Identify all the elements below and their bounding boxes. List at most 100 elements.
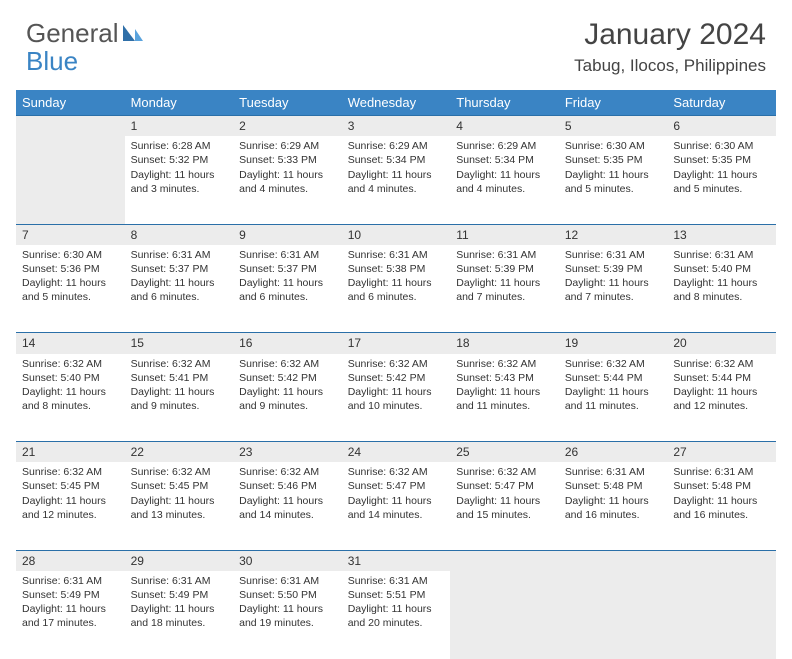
- day-cell: Sunrise: 6:30 AMSunset: 5:36 PMDaylight:…: [16, 245, 125, 333]
- sunrise-line: Sunrise: 6:31 AM: [565, 465, 662, 479]
- calendar-table: Sunday Monday Tuesday Wednesday Thursday…: [16, 90, 776, 659]
- daylight-line: Daylight: 11 hours and 4 minutes.: [456, 168, 553, 196]
- day-cell: Sunrise: 6:32 AMSunset: 5:44 PMDaylight:…: [667, 354, 776, 442]
- daylight-line: Daylight: 11 hours and 19 minutes.: [239, 602, 336, 630]
- weekday-header: Wednesday: [342, 90, 451, 116]
- day-number-cell: 23: [233, 442, 342, 463]
- daynum-row: 28293031: [16, 550, 776, 571]
- sunset-line: Sunset: 5:47 PM: [456, 479, 553, 493]
- sunset-line: Sunset: 5:40 PM: [673, 262, 770, 276]
- sunrise-line: Sunrise: 6:31 AM: [673, 248, 770, 262]
- sunrise-line: Sunrise: 6:32 AM: [22, 465, 119, 479]
- daylight-line: Daylight: 11 hours and 10 minutes.: [348, 385, 445, 413]
- sunrise-line: Sunrise: 6:31 AM: [673, 465, 770, 479]
- sunset-line: Sunset: 5:35 PM: [565, 153, 662, 167]
- day-number-cell: 6: [667, 116, 776, 137]
- day-number-cell: 15: [125, 333, 234, 354]
- day-cell: Sunrise: 6:30 AMSunset: 5:35 PMDaylight:…: [667, 136, 776, 224]
- day-number-cell: 28: [16, 550, 125, 571]
- day-number-cell: 16: [233, 333, 342, 354]
- day-number-cell: 18: [450, 333, 559, 354]
- day-cell: Sunrise: 6:32 AMSunset: 5:47 PMDaylight:…: [342, 462, 451, 550]
- day-cell: Sunrise: 6:31 AMSunset: 5:37 PMDaylight:…: [233, 245, 342, 333]
- sunset-line: Sunset: 5:45 PM: [131, 479, 228, 493]
- day-cell: Sunrise: 6:31 AMSunset: 5:48 PMDaylight:…: [559, 462, 668, 550]
- day-cell: Sunrise: 6:32 AMSunset: 5:45 PMDaylight:…: [16, 462, 125, 550]
- sunrise-line: Sunrise: 6:32 AM: [456, 357, 553, 371]
- day-number-cell: 9: [233, 224, 342, 245]
- daylight-line: Daylight: 11 hours and 6 minutes.: [131, 276, 228, 304]
- day-cell: Sunrise: 6:29 AMSunset: 5:34 PMDaylight:…: [342, 136, 451, 224]
- day-number-cell: 19: [559, 333, 668, 354]
- sunrise-line: Sunrise: 6:32 AM: [348, 465, 445, 479]
- sunrise-line: Sunrise: 6:30 AM: [673, 139, 770, 153]
- daylight-line: Daylight: 11 hours and 8 minutes.: [22, 385, 119, 413]
- day-cell: Sunrise: 6:32 AMSunset: 5:41 PMDaylight:…: [125, 354, 234, 442]
- day-cell: Sunrise: 6:31 AMSunset: 5:51 PMDaylight:…: [342, 571, 451, 659]
- sunrise-line: Sunrise: 6:29 AM: [456, 139, 553, 153]
- sunset-line: Sunset: 5:45 PM: [22, 479, 119, 493]
- daylight-line: Daylight: 11 hours and 17 minutes.: [22, 602, 119, 630]
- day-cell: Sunrise: 6:30 AMSunset: 5:35 PMDaylight:…: [559, 136, 668, 224]
- day-cell: Sunrise: 6:31 AMSunset: 5:48 PMDaylight:…: [667, 462, 776, 550]
- daylight-line: Daylight: 11 hours and 18 minutes.: [131, 602, 228, 630]
- day-number-cell: [667, 550, 776, 571]
- daynum-row: 123456: [16, 116, 776, 137]
- day-number-cell: 4: [450, 116, 559, 137]
- logo-text-1: General: [26, 18, 119, 49]
- day-number-cell: 10: [342, 224, 451, 245]
- day-cell: Sunrise: 6:31 AMSunset: 5:50 PMDaylight:…: [233, 571, 342, 659]
- location: Tabug, Ilocos, Philippines: [574, 56, 766, 76]
- sunrise-line: Sunrise: 6:31 AM: [131, 248, 228, 262]
- sunset-line: Sunset: 5:32 PM: [131, 153, 228, 167]
- day-number-cell: 14: [16, 333, 125, 354]
- daylight-line: Daylight: 11 hours and 14 minutes.: [348, 494, 445, 522]
- sunset-line: Sunset: 5:37 PM: [239, 262, 336, 276]
- day-cell: Sunrise: 6:29 AMSunset: 5:33 PMDaylight:…: [233, 136, 342, 224]
- daylight-line: Daylight: 11 hours and 13 minutes.: [131, 494, 228, 522]
- day-cell: [559, 571, 668, 659]
- daylight-line: Daylight: 11 hours and 3 minutes.: [131, 168, 228, 196]
- content-row: Sunrise: 6:32 AMSunset: 5:40 PMDaylight:…: [16, 354, 776, 442]
- sunrise-line: Sunrise: 6:31 AM: [239, 248, 336, 262]
- daylight-line: Daylight: 11 hours and 4 minutes.: [348, 168, 445, 196]
- day-number-cell: [559, 550, 668, 571]
- sunset-line: Sunset: 5:35 PM: [673, 153, 770, 167]
- day-number-cell: 3: [342, 116, 451, 137]
- day-cell: Sunrise: 6:32 AMSunset: 5:46 PMDaylight:…: [233, 462, 342, 550]
- day-cell: Sunrise: 6:32 AMSunset: 5:40 PMDaylight:…: [16, 354, 125, 442]
- sunset-line: Sunset: 5:36 PM: [22, 262, 119, 276]
- sunrise-line: Sunrise: 6:30 AM: [565, 139, 662, 153]
- sunrise-line: Sunrise: 6:32 AM: [456, 465, 553, 479]
- sunset-line: Sunset: 5:48 PM: [565, 479, 662, 493]
- day-cell: Sunrise: 6:31 AMSunset: 5:37 PMDaylight:…: [125, 245, 234, 333]
- day-number-cell: 25: [450, 442, 559, 463]
- sunrise-line: Sunrise: 6:32 AM: [673, 357, 770, 371]
- daylight-line: Daylight: 11 hours and 16 minutes.: [565, 494, 662, 522]
- weekday-header: Sunday: [16, 90, 125, 116]
- daylight-line: Daylight: 11 hours and 15 minutes.: [456, 494, 553, 522]
- daylight-line: Daylight: 11 hours and 20 minutes.: [348, 602, 445, 630]
- day-cell: Sunrise: 6:32 AMSunset: 5:45 PMDaylight:…: [125, 462, 234, 550]
- logo-sail-icon: [121, 23, 145, 45]
- sunset-line: Sunset: 5:44 PM: [565, 371, 662, 385]
- daylight-line: Daylight: 11 hours and 5 minutes.: [673, 168, 770, 196]
- day-number-cell: 8: [125, 224, 234, 245]
- day-cell: Sunrise: 6:32 AMSunset: 5:44 PMDaylight:…: [559, 354, 668, 442]
- daylight-line: Daylight: 11 hours and 11 minutes.: [565, 385, 662, 413]
- day-cell: Sunrise: 6:31 AMSunset: 5:40 PMDaylight:…: [667, 245, 776, 333]
- sunset-line: Sunset: 5:48 PM: [673, 479, 770, 493]
- sunset-line: Sunset: 5:33 PM: [239, 153, 336, 167]
- day-number-cell: [16, 116, 125, 137]
- sunrise-line: Sunrise: 6:32 AM: [239, 465, 336, 479]
- daynum-row: 14151617181920: [16, 333, 776, 354]
- day-cell: Sunrise: 6:31 AMSunset: 5:38 PMDaylight:…: [342, 245, 451, 333]
- day-number-cell: 1: [125, 116, 234, 137]
- daylight-line: Daylight: 11 hours and 11 minutes.: [456, 385, 553, 413]
- day-cell: Sunrise: 6:32 AMSunset: 5:42 PMDaylight:…: [233, 354, 342, 442]
- day-cell: [450, 571, 559, 659]
- day-cell: Sunrise: 6:32 AMSunset: 5:42 PMDaylight:…: [342, 354, 451, 442]
- sunset-line: Sunset: 5:42 PM: [239, 371, 336, 385]
- weekday-header: Tuesday: [233, 90, 342, 116]
- daylight-line: Daylight: 11 hours and 5 minutes.: [22, 276, 119, 304]
